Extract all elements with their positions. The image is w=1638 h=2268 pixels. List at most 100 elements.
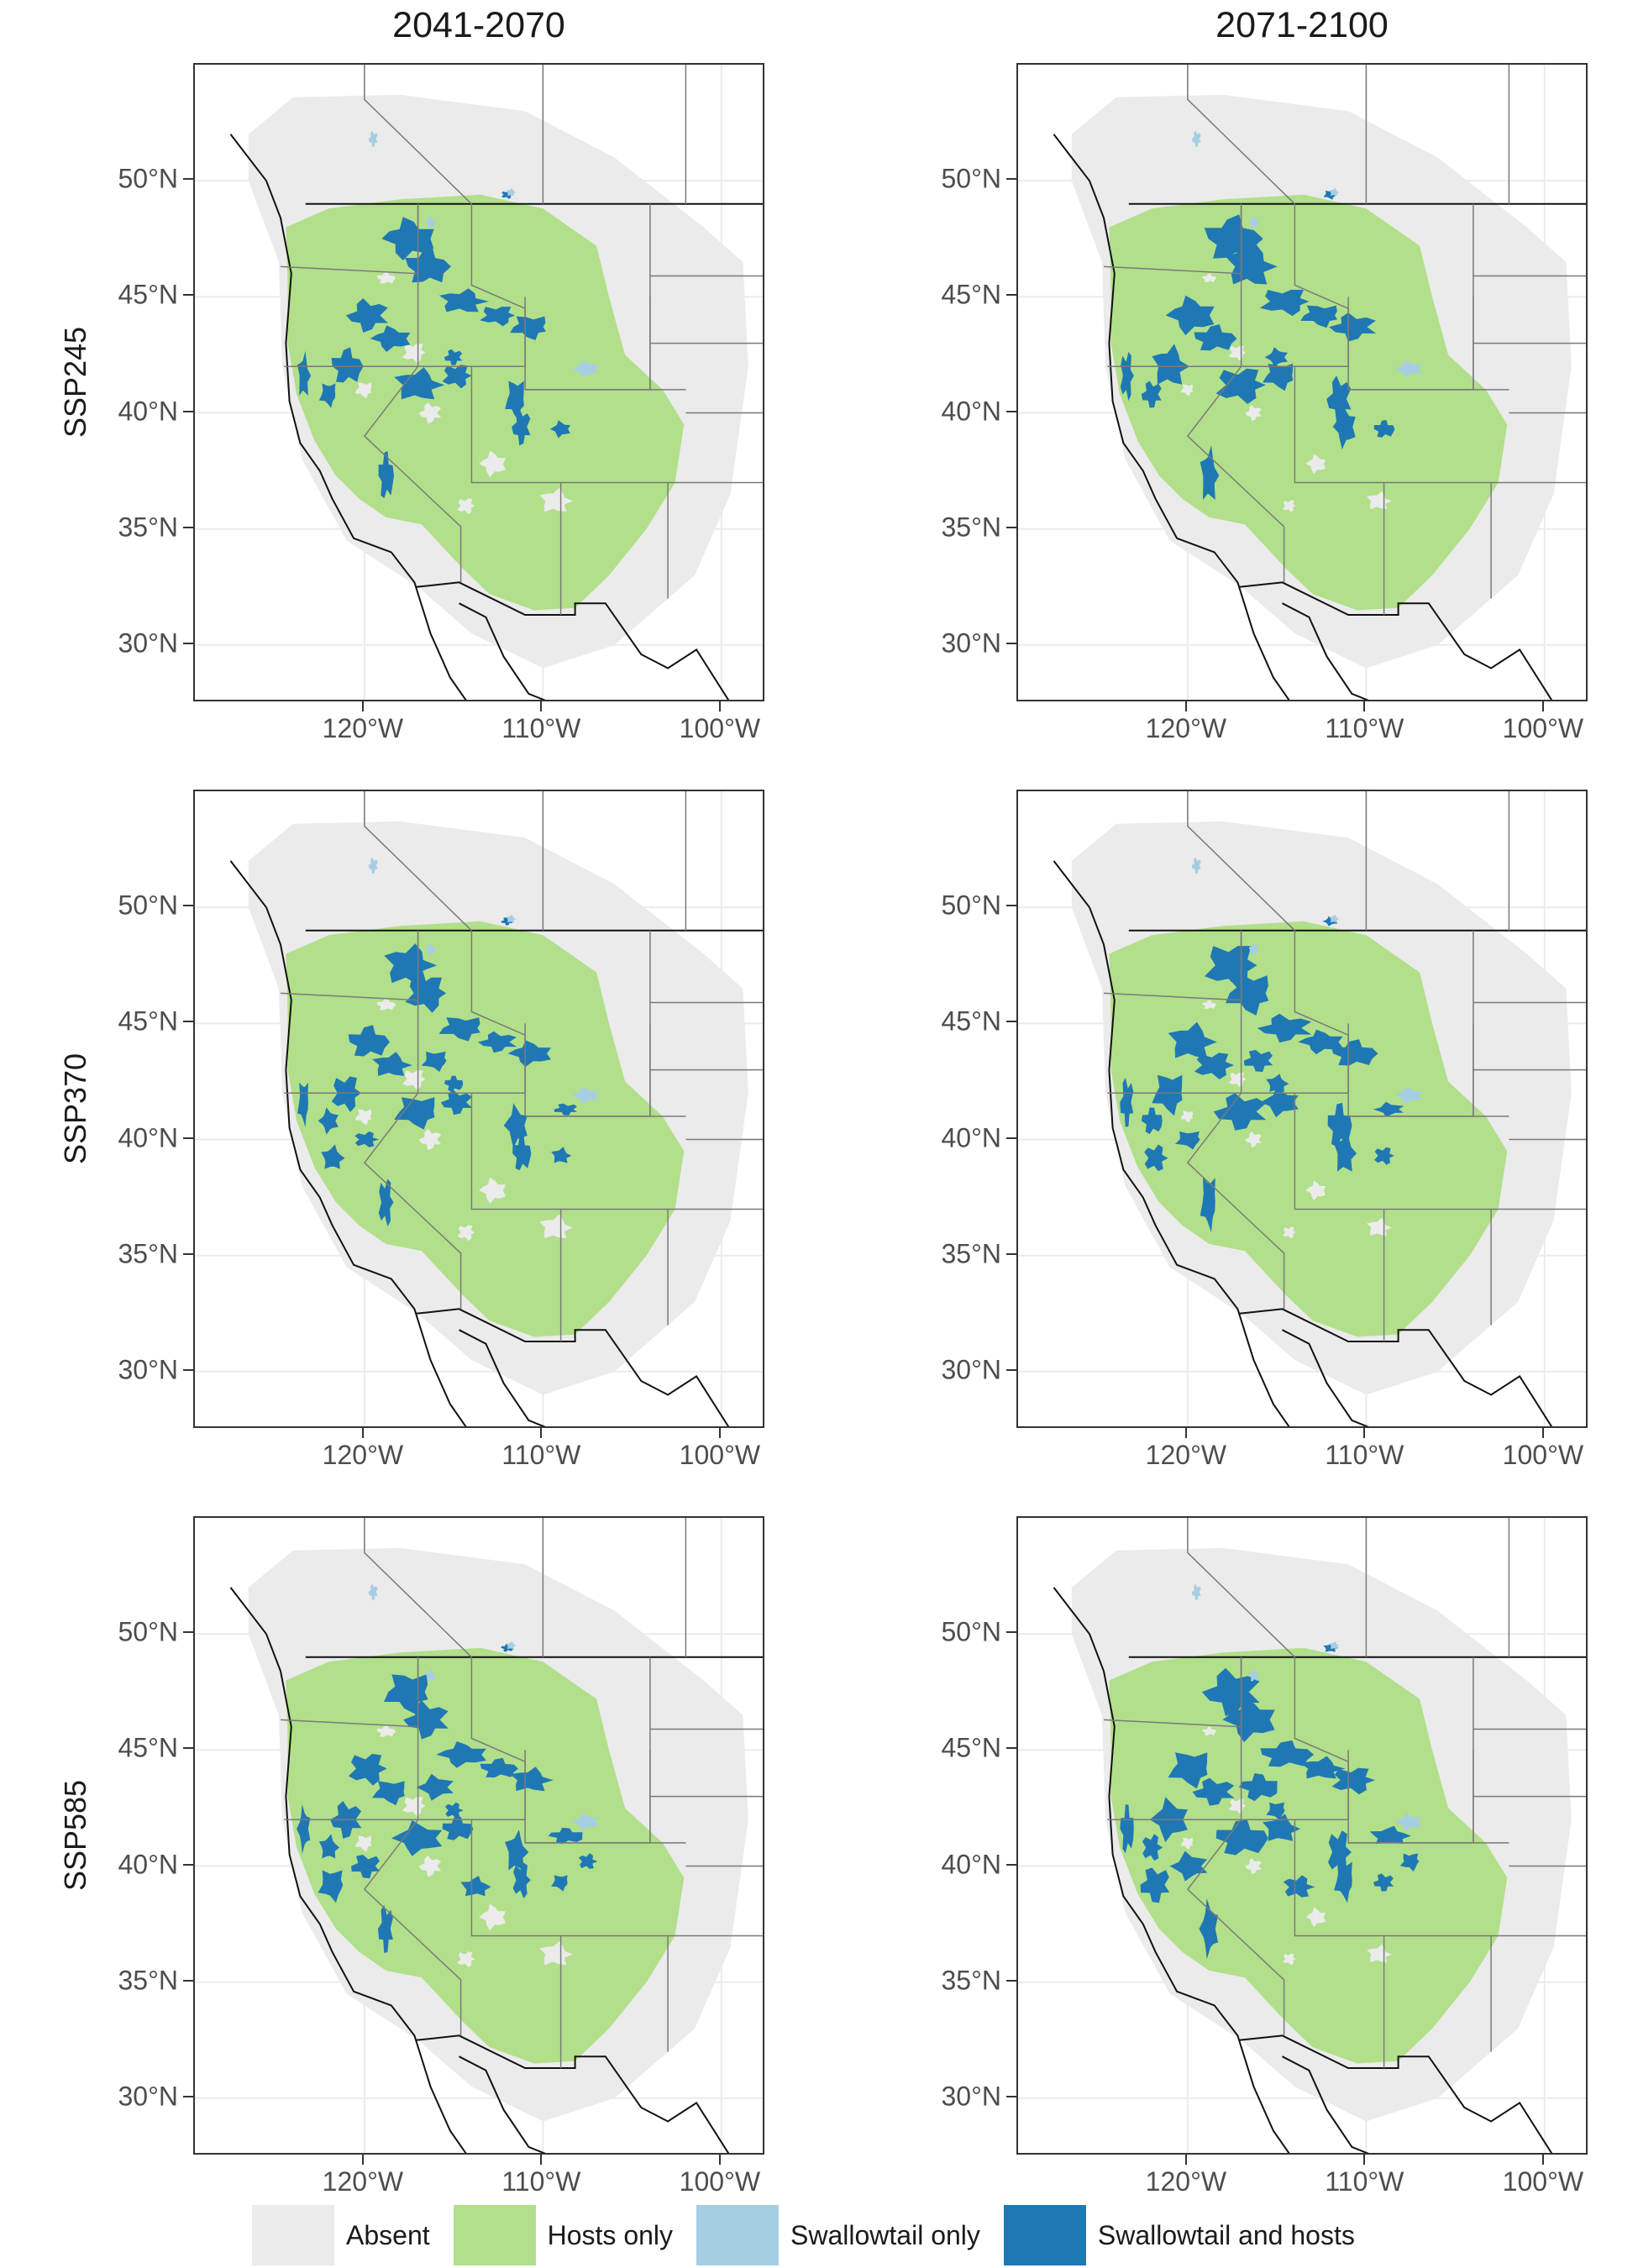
lat-tick-mark [1006,294,1016,297]
lat-tick-label: 40°N [118,1122,179,1153]
us-mexico-border [1239,581,1553,700]
province-border [364,791,472,932]
map-panel-ssp585-2041-2070 [193,1516,764,2155]
lon-tick-label: 110°W [501,2166,581,2197]
swallowtail-and-hosts-region [1201,1667,1260,1716]
pacific-coastline [229,134,467,700]
lon-tick-mark [540,2155,543,2165]
lat-tick-mark [183,294,193,297]
swallowtail-and-hosts-region [1257,1013,1312,1043]
swallowtail-and-hosts-region [1120,351,1134,402]
swallowtail-and-hosts-region [1200,445,1220,501]
legend-item-absent: Absent [252,2205,430,2265]
lat-tick-mark [1006,1747,1016,1750]
swallowtail-and-hosts-region [444,349,463,365]
lon-tick-mark [718,1428,721,1438]
swallowtail-and-hosts-region [297,1803,311,1854]
absent-patch [1305,1180,1326,1201]
swallowtail-and-hosts-region [1263,363,1294,391]
swallowtail-and-hosts-region [438,288,489,312]
absent-patch [418,402,442,424]
lat-tick-mark [1006,1137,1016,1139]
legend-label-hosts-only: Hosts only [547,2219,674,2250]
swallowtail-and-hosts-region [509,1767,554,1792]
absent-patch [402,344,426,364]
swallowtail-and-hosts-region [345,298,388,333]
swallowtail-and-hosts-region [1238,1773,1278,1802]
swallowtail-and-hosts-region [1283,1875,1315,1898]
swallowtail-and-hosts-region [1215,368,1266,404]
gulf-coastline [459,602,546,700]
swallowtail-and-hosts-region [1328,1830,1352,1876]
absent-patch [1244,1858,1263,1875]
swallowtail-and-hosts-region [1243,1049,1273,1073]
swallowtail-and-hosts-region [444,1802,464,1819]
state-border [470,1819,562,2068]
swallowtail-and-hosts-region [505,1830,529,1871]
absent-patch [418,1855,442,1877]
lat-tick-mark [1006,526,1016,528]
lon-tick-mark [1363,701,1366,711]
swallowtail-and-hosts-region [1369,1825,1411,1845]
lat-tick-mark [183,410,193,412]
absent-patch [1283,500,1296,512]
lat-tick-mark [1006,642,1016,644]
absent-patch [1305,454,1326,475]
absent-patch [1180,384,1194,396]
legend-key-swallowtail-only [696,2205,780,2265]
lat-tick-label: 40°N [941,396,1002,427]
swallowtail-and-hosts-region [1152,1074,1183,1116]
swallowtail-and-hosts-region [554,1103,578,1116]
absent-patch [402,1797,426,1817]
map-svg [195,791,763,1426]
swallowtail-and-hosts-region [351,1855,381,1879]
lat-tick-label: 30°N [118,627,179,659]
swallowtail-and-hosts-region [510,316,546,340]
swallowtail-only-region [506,914,517,923]
swallowtail-and-hosts-region [1213,1093,1267,1131]
state-border [1107,1092,1285,1310]
gulf-coastline [1282,1329,1369,1426]
lat-tick-mark [1006,1252,1016,1255]
lon-tick-label: 110°W [1325,713,1404,743]
swallowtail-and-hosts-region [1226,244,1278,285]
swallowtail-and-hosts-region [1192,1777,1235,1806]
lon-tick-mark [1363,1428,1366,1438]
lat-tick-mark [1006,1979,1016,1982]
lat-tick-label: 40°N [941,1849,1002,1880]
lat-tick-mark [183,1021,193,1023]
swallowtail-and-hosts-region [440,1089,473,1116]
province-border [1187,1518,1295,1658]
swallowtail-and-hosts-region [416,1773,454,1801]
row-title-ssp585: SSP585 [58,1779,93,1892]
absent-patch [1367,1217,1392,1236]
swallowtail-and-hosts-region [1329,312,1377,342]
lon-tick-label: 100°W [1502,1440,1584,1470]
swallowtail-and-hosts-region [378,1179,394,1227]
lat-tick-label: 30°N [118,1354,179,1385]
swallowtail-only-region [1249,942,1259,955]
absent-patch [457,1225,475,1242]
swallowtail-and-hosts-region [384,1674,428,1714]
swallowtail-and-hosts-region [421,1051,447,1072]
swallowtail-and-hosts-region [1334,1131,1357,1172]
swallowtail-only-region [1394,360,1422,378]
swallowtail-only-region [1249,216,1259,228]
map-panel-ssp245-2071-2100 [1016,63,1588,701]
swallowtail-and-hosts-region [1373,420,1395,438]
swallowtail-and-hosts-region [318,1870,344,1903]
swallowtail-and-hosts-region [1194,324,1237,351]
swallowtail-and-hosts-region [1300,305,1338,328]
legend-item-hosts-only: Hosts only [453,2205,674,2265]
province-border [1187,65,1295,205]
lon-tick-label: 110°W [1325,1440,1404,1470]
hosts-only-region [1109,194,1508,611]
lon-tick-mark [1184,2155,1187,2165]
swallowtail-and-hosts-region [1141,381,1162,408]
map-svg [195,1518,763,2153]
legend-item-swallowtail-only: Swallowtail only [696,2205,980,2265]
lat-tick-mark [1006,2095,1016,2097]
absent-patch [354,382,372,399]
swallowtail-and-hosts-region [578,1853,598,1869]
lon-tick-label: 100°W [679,1440,761,1470]
